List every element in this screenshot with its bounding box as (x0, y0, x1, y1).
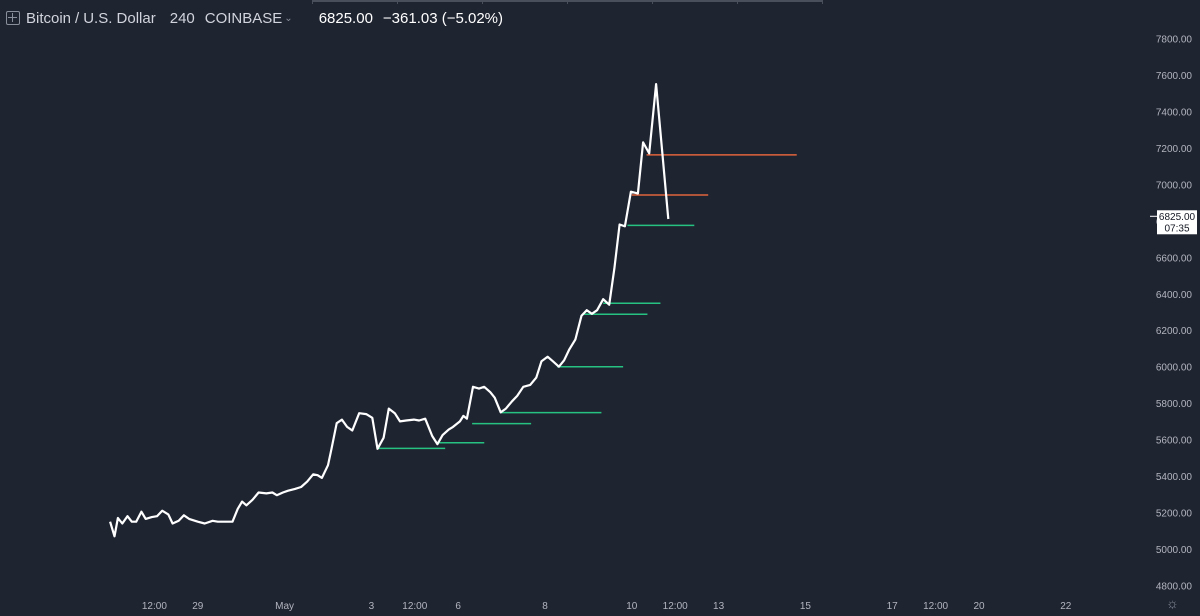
x-tick-label: 3 (369, 601, 375, 612)
time-axis[interactable]: 12:00 29 May 3 12:00 6 8 10 12:00 13 15 17 12:00 20 22 (142, 601, 1072, 612)
symbol-quote: U.S. Dollar (83, 9, 156, 27)
x-tick-label: 20 (973, 601, 985, 612)
x-tick-label: 8 (542, 601, 548, 612)
x-tick-label: 12:00 (402, 601, 427, 612)
price-tag-value: 6825.00 (1159, 212, 1196, 223)
y-tick-label: 7800.00 (1156, 35, 1193, 46)
x-tick-label: 22 (1060, 601, 1072, 612)
y-tick-label: 5000.00 (1156, 545, 1193, 556)
y-tick-label: 6400.00 (1156, 290, 1193, 301)
top-bar-tick (652, 0, 653, 4)
top-bar-tick (397, 0, 398, 4)
exchange-label[interactable]: COINBASE (204, 9, 283, 27)
x-tick-label: May (275, 601, 294, 612)
interval-label[interactable]: 240 (169, 9, 195, 27)
expand-icon[interactable] (6, 11, 20, 25)
top-bar-tick (822, 0, 823, 4)
y-tick-label: 7400.00 (1156, 107, 1193, 118)
support-resistance-lines (377, 154, 797, 450)
top-bar-tick (737, 0, 738, 4)
price-axis[interactable]: 4800.00 5000.00 5200.00 5400.00 5600.00 5800.… (1156, 35, 1193, 593)
y-tick-label: 6000.00 (1156, 363, 1193, 374)
x-tick-label: 12:00 (663, 601, 688, 612)
symbol-name[interactable]: Bitcoin / U.S. Dollar (26, 10, 156, 27)
y-tick-label: 5800.00 (1156, 399, 1193, 410)
y-tick-label: 6200.00 (1156, 326, 1193, 337)
y-tick-label: 6600.00 (1156, 253, 1193, 264)
x-tick-label: 6 (455, 601, 461, 612)
y-tick-label: 7600.00 (1156, 71, 1193, 82)
y-tick-label: 5400.00 (1156, 472, 1193, 483)
y-tick-label: 7000.00 (1156, 180, 1193, 191)
price-tag-countdown: 07:35 (1164, 223, 1189, 234)
x-tick-label: 10 (626, 601, 638, 612)
x-tick-label: 12:00 (923, 601, 948, 612)
x-tick-label: 15 (800, 601, 812, 612)
x-tick-label: 12:00 (142, 601, 167, 612)
top-bar-tick (567, 0, 568, 4)
symbol-separator: / (75, 9, 80, 27)
top-bar-tick (482, 0, 483, 4)
y-tick-label: 5600.00 (1156, 436, 1193, 447)
top-bar-tick (312, 0, 313, 4)
chart-header: Bitcoin / U.S. Dollar 240 COINBASE ⌄ 6825.… (6, 8, 503, 28)
x-tick-label: 29 (192, 601, 204, 612)
gear-icon[interactable]: ☼ (1166, 595, 1179, 611)
x-tick-label: 17 (887, 601, 899, 612)
y-tick-label: 4800.00 (1156, 582, 1193, 593)
y-tick-label: 7200.00 (1156, 144, 1193, 155)
price-tag-box (1157, 210, 1197, 235)
x-tick-label: 13 (713, 601, 725, 612)
last-price: 6825.00 (318, 9, 373, 27)
price-line (109, 83, 670, 538)
price-change: −361.03 (−5.02%) (382, 9, 504, 27)
y-tick-label: 5200.00 (1156, 509, 1193, 520)
chevron-down-icon[interactable]: ⌄ (284, 12, 293, 24)
symbol-base: Bitcoin (26, 9, 72, 27)
